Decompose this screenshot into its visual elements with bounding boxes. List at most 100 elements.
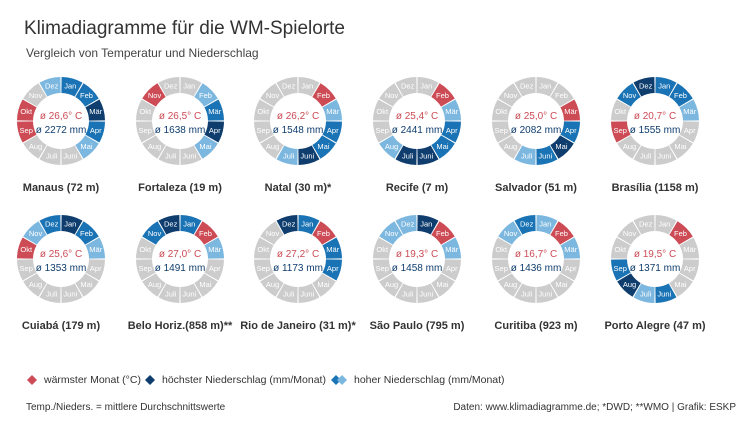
month-label: Mai (436, 142, 448, 151)
month-label: Juli (165, 151, 177, 160)
month-segment-mär (679, 99, 699, 121)
month-label: Juni (63, 151, 77, 160)
month-segment-sep (611, 121, 631, 143)
month-segment-aug (23, 135, 47, 159)
month-segment-sep (17, 259, 37, 281)
month-segment-dez (276, 77, 298, 97)
month-segment-jan (417, 215, 439, 235)
month-label: Dez (401, 220, 415, 229)
month-segment-mai (75, 273, 99, 297)
month-segment-feb (75, 221, 99, 245)
month-segment-okt (17, 237, 37, 259)
precipitation-value: ø 1491 mm (155, 263, 206, 274)
city-name: Recife (7 m) (386, 182, 449, 194)
temperature-value: ø 16,7° C (515, 249, 557, 260)
legend-warm-label: wärmster Monat (°C) (44, 374, 141, 386)
month-segment-okt (136, 99, 156, 121)
month-label: Jan (658, 82, 670, 91)
temperature-value: ø 19,5° C (634, 249, 676, 260)
month-segment-juli (395, 283, 417, 303)
month-label: Mai (555, 142, 567, 151)
month-segment-feb (669, 83, 693, 107)
month-label: Nov (266, 229, 280, 238)
month-segment-nov (23, 83, 47, 107)
city-name: São Paulo (795 m) (370, 320, 465, 332)
city-name: Natal (30 m)* (265, 182, 332, 194)
month-segment-juli (158, 145, 180, 165)
month-label: Nov (385, 91, 399, 100)
month-segment-okt (136, 237, 156, 259)
month-label: Juli (283, 289, 295, 298)
month-segment-feb (669, 221, 693, 245)
month-segment-aug (142, 135, 166, 159)
month-segment-feb (312, 221, 336, 245)
legend-light-label: hoher Niederschlag (mm/Monat) (354, 374, 505, 386)
month-segment-feb (550, 221, 574, 245)
month-segment-nov (498, 83, 522, 107)
month-segment-juli (39, 283, 61, 303)
month-label: Okt (376, 107, 389, 116)
month-segment-apr (679, 121, 699, 143)
month-label: Dez (282, 220, 296, 229)
month-label: Juni (300, 289, 314, 298)
page-subtitle: Vergleich von Temperatur und Niederschla… (26, 46, 259, 60)
month-segment-okt (492, 237, 512, 259)
month-segment-mär (560, 99, 580, 121)
month-label: Apr (327, 264, 339, 273)
month-segment-feb (194, 221, 218, 245)
month-label: Mai (674, 142, 686, 151)
month-segment-feb (75, 83, 99, 107)
month-label: Juni (657, 151, 671, 160)
temperature-value: ø 25,4° C (396, 111, 438, 122)
month-segment-juni (180, 145, 202, 165)
month-segment-jan (655, 77, 677, 97)
month-label: Sep (495, 126, 508, 135)
month-segment-nov (379, 221, 403, 245)
temperature-value: ø 26,6° C (40, 111, 82, 122)
month-segment-nov (23, 221, 47, 245)
month-label: Mär (445, 245, 458, 254)
month-segment-mai (431, 273, 455, 297)
month-segment-okt (611, 237, 631, 259)
month-segment-juli (39, 145, 61, 165)
month-segment-aug (23, 273, 47, 297)
month-segment-jan (298, 77, 320, 97)
month-label: Jan (64, 82, 76, 91)
month-segment-juni (655, 145, 677, 165)
month-label: Okt (614, 107, 627, 116)
month-label: Juli (46, 151, 58, 160)
city-name: Curitiba (923 m) (494, 320, 577, 332)
month-segment-feb (431, 83, 455, 107)
month-label: Okt (257, 107, 270, 116)
month-label: Feb (555, 229, 568, 238)
month-label: Juli (165, 289, 177, 298)
month-segment-juni (536, 145, 558, 165)
month-segment-okt (373, 99, 393, 121)
month-segment-apr (679, 259, 699, 281)
month-segment-dez (39, 215, 61, 235)
city-name: Belo Horiz.(858 m)** (128, 320, 233, 332)
month-segment-dez (39, 77, 61, 97)
month-segment-feb (312, 83, 336, 107)
month-segment-apr (322, 121, 342, 143)
month-label: Feb (317, 91, 330, 100)
month-label: Jan (64, 220, 76, 229)
precipitation-value: ø 1371 mm (630, 263, 681, 274)
month-label: Feb (436, 229, 449, 238)
month-segment-juli (158, 283, 180, 303)
city-name: Manaus (72 m) (23, 182, 100, 194)
month-label: Juli (46, 289, 58, 298)
month-label: Dez (639, 220, 653, 229)
month-label: Jan (301, 82, 313, 91)
month-label: Mai (436, 280, 448, 289)
month-segment-okt (492, 99, 512, 121)
month-segment-juli (276, 283, 298, 303)
month-label: Jan (183, 82, 195, 91)
month-label: Juli (402, 289, 414, 298)
month-label: Dez (164, 220, 178, 229)
